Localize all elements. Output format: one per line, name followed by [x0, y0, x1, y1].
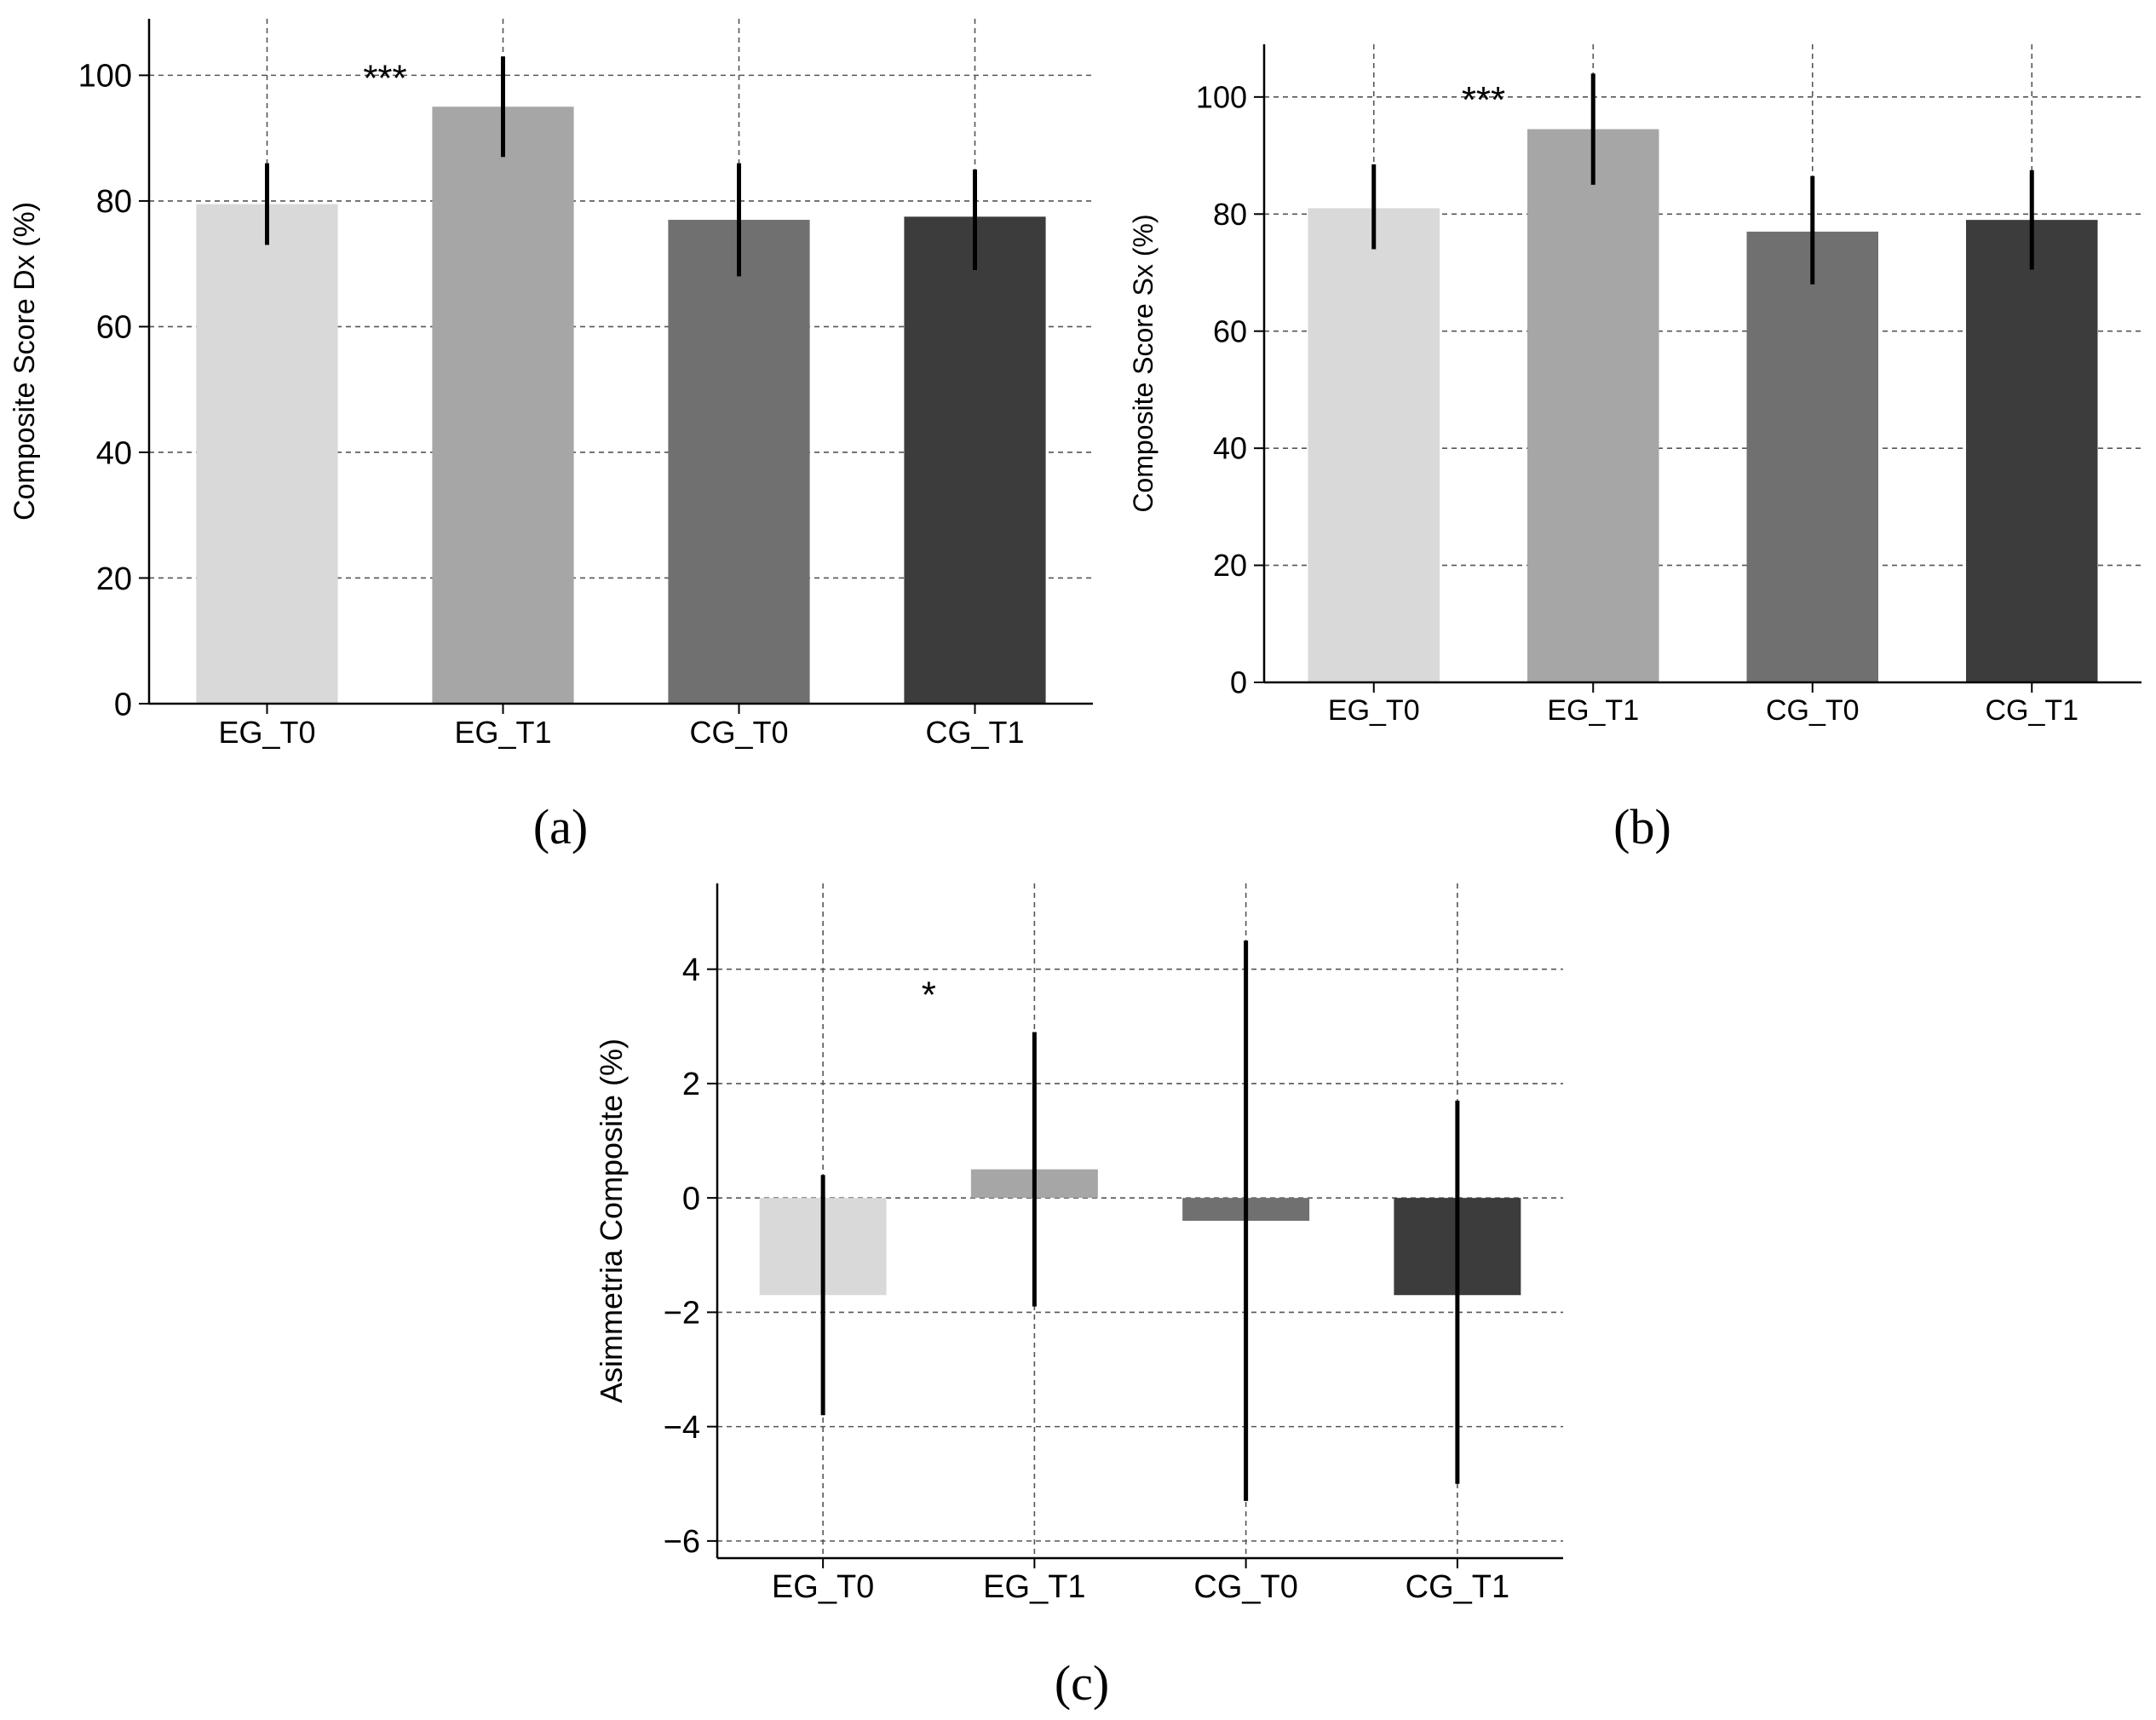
y-tick-label: 80: [1213, 197, 1247, 232]
x-tick-label: CG_T1: [925, 715, 1024, 750]
x-tick-label: EG_T0: [218, 715, 315, 750]
y-tick-label: 2: [682, 1067, 700, 1102]
bar-eg-t1: [432, 106, 574, 704]
bar-eg-t0: [1308, 208, 1440, 682]
y-tick-label: 60: [96, 310, 132, 346]
y-tick-label: 100: [1196, 79, 1247, 114]
y-tick-label: 60: [1213, 314, 1247, 348]
chart-panel-c: −6 −4 −2 0 2 4 EG_T0 EG_T1 CG_T0 CG_T1 * Asimmetria…: [594, 883, 1563, 1711]
x-tick-label: CG_T0: [689, 715, 788, 750]
chart-panel-a: 0 20 40 60 80 100 EG_T0 EG_T1 CG_T0 CG_T1 *** Compo…: [9, 19, 1093, 854]
significance-annotation: ***: [1462, 79, 1505, 121]
x-tick-label: EG_T1: [454, 715, 551, 750]
panel-label: (a): [533, 799, 588, 854]
y-axis-label: Composite Score Dx (%): [9, 202, 41, 521]
bar-cg-t0: [1746, 231, 1878, 683]
x-tick-label: CG_T1: [1985, 694, 2078, 727]
x-tick-label: EG_T1: [1547, 694, 1639, 727]
y-tick-label: 0: [1230, 665, 1247, 700]
y-axis-label: Composite Score Sx (%): [1128, 214, 1158, 512]
x-tick-label: EG_T1: [983, 1569, 1085, 1605]
significance-annotation: *: [922, 975, 936, 1016]
bar-cg-t0: [668, 220, 810, 704]
panel-label: (c): [1055, 1655, 1109, 1711]
chart-panel-b: 0 20 40 60 80 100 EG_T0 EG_T1 CG_T0 CG_T1 *** Compo…: [1128, 44, 2142, 854]
y-tick-label: 40: [1213, 431, 1247, 466]
y-tick-label: −6: [664, 1524, 700, 1560]
x-tick-label: EG_T0: [772, 1569, 874, 1605]
y-tick-label: 100: [78, 59, 132, 95]
y-tick-label: 0: [682, 1181, 700, 1217]
bar-eg-t0: [196, 204, 338, 705]
bar-cg-t1: [1966, 220, 2098, 682]
bar-cg-t1: [904, 216, 1046, 704]
x-tick-label: CG_T0: [1193, 1569, 1297, 1605]
significance-annotation: ***: [363, 57, 406, 99]
y-tick-label: 20: [1213, 548, 1247, 583]
y-tick-label: 80: [96, 184, 132, 220]
bar-eg-t1: [1527, 129, 1659, 682]
y-tick-label: −4: [664, 1410, 700, 1446]
x-tick-label: EG_T0: [1328, 694, 1420, 727]
panel-label: (b): [1613, 799, 1671, 854]
y-tick-label: 4: [682, 952, 700, 988]
y-tick-label: −2: [664, 1296, 700, 1332]
x-tick-label: CG_T0: [1766, 694, 1860, 727]
y-tick-label: 20: [96, 561, 132, 597]
y-tick-label: 0: [114, 687, 132, 722]
y-axis-label: Asimmetria Composite (%): [594, 1038, 629, 1403]
y-tick-label: 40: [96, 435, 132, 471]
x-tick-label: CG_T1: [1406, 1569, 1509, 1605]
